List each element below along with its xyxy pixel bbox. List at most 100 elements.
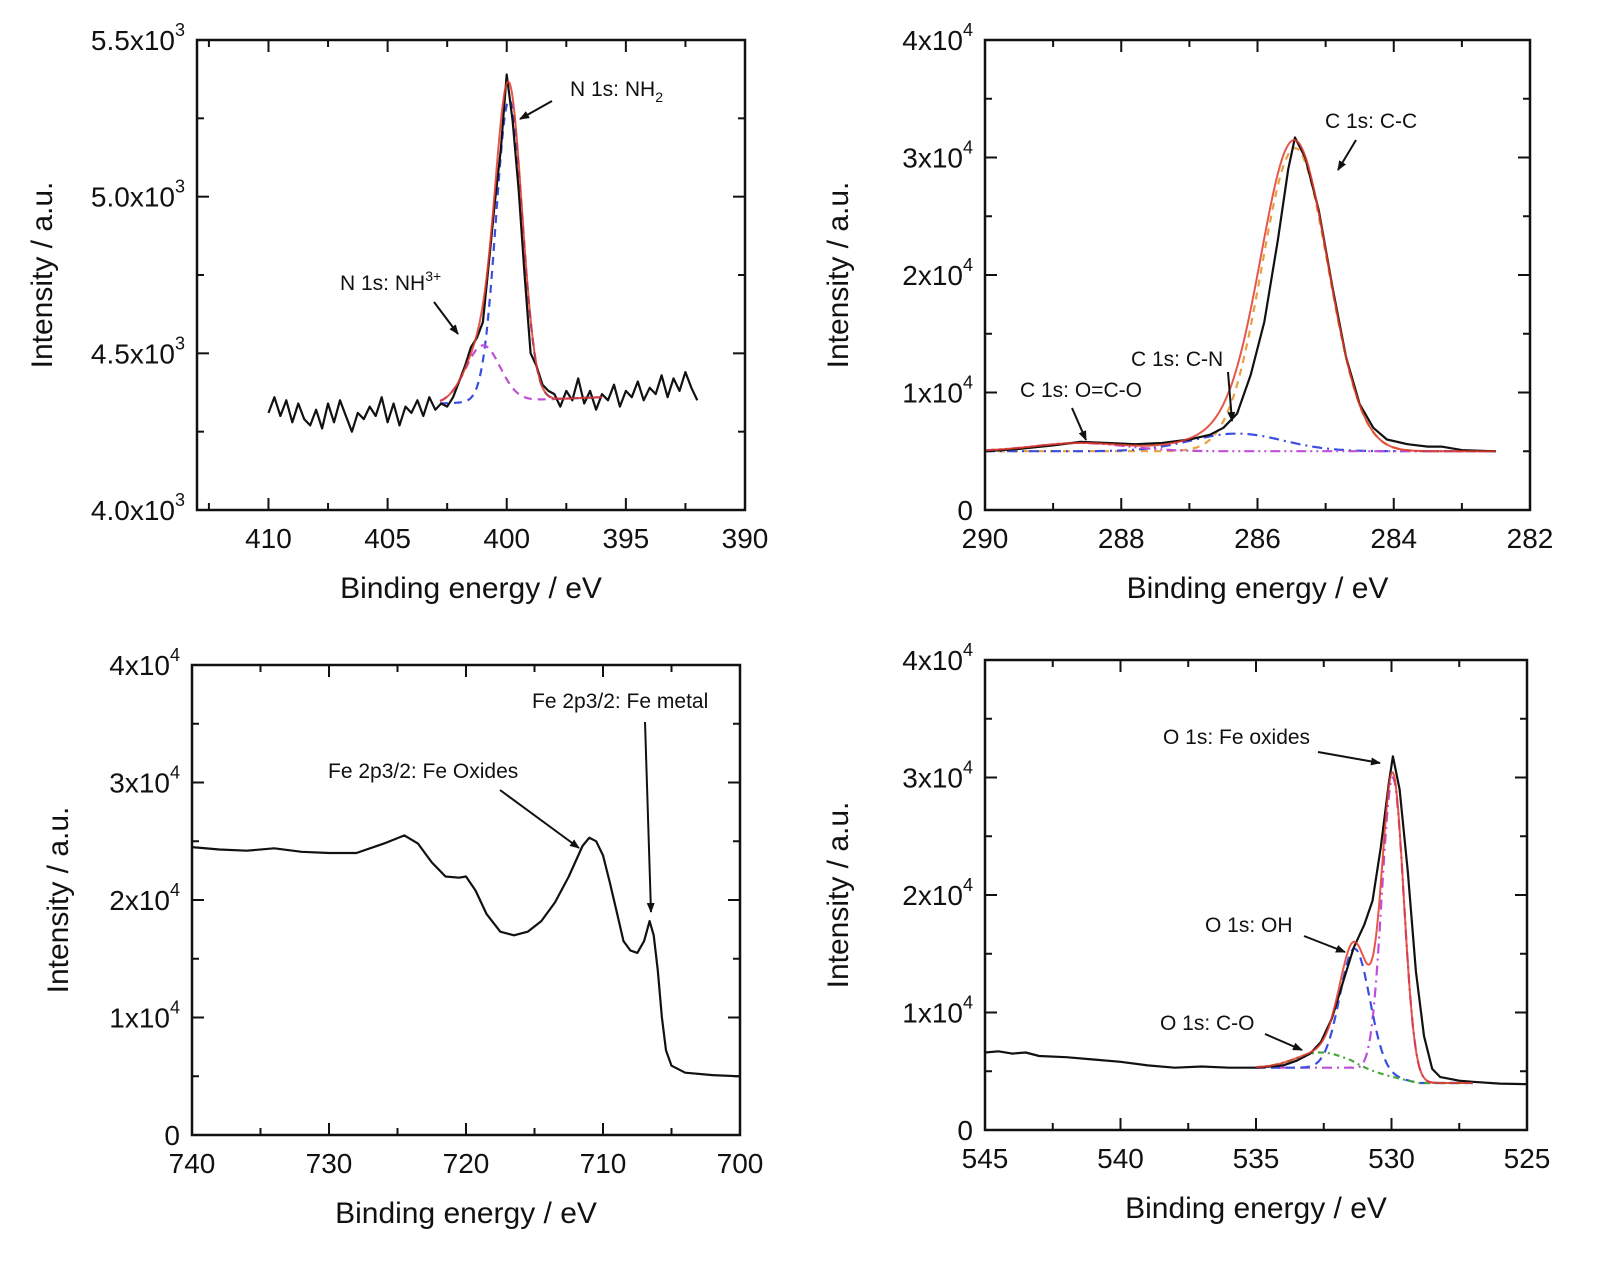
fit-component-c-n xyxy=(985,432,1496,453)
y-tick-mantissa: 5.0x10 xyxy=(91,182,175,213)
y-tick-exponent: 4 xyxy=(963,640,973,660)
y-tick-exponent: 3 xyxy=(175,333,185,353)
x-tick-label: 535 xyxy=(1233,1143,1280,1174)
annotation-text: C 1s: O=C-O xyxy=(1020,379,1142,402)
y-tick-label: 4.0x103 xyxy=(91,490,185,526)
y-tick-mantissa: 1x10 xyxy=(902,998,963,1029)
x-tick-label: 525 xyxy=(1504,1143,1551,1174)
y-tick-exponent: 3 xyxy=(175,490,185,510)
plot-area xyxy=(985,136,1496,453)
annotation-label: O 1s: Fe oxides xyxy=(1163,726,1310,749)
annotation-label: C 1s: C-C xyxy=(1325,110,1417,133)
experimental-spectrum xyxy=(192,834,740,1078)
x-tick-label: 545 xyxy=(962,1143,1009,1174)
y-tick-mantissa: 4x10 xyxy=(902,25,963,56)
y-tick-label: 2x104 xyxy=(902,875,973,911)
annotation-arrow xyxy=(499,789,580,849)
y-axis-title: Intensity / a.u. xyxy=(42,807,75,994)
x-axis-title: Binding energy / eV xyxy=(1125,1192,1387,1225)
annotation-label: Fe 2p3/2: Fe metal xyxy=(532,690,708,713)
y-tick-label: 4.5x103 xyxy=(91,333,185,369)
y-tick-mantissa: 0 xyxy=(164,1120,180,1151)
x-tick-label: 720 xyxy=(443,1148,490,1179)
y-axis-title: Intensity / a.u. xyxy=(822,182,855,369)
y-tick-label: 0 xyxy=(164,1120,180,1151)
annotation-label: N 1s: NH3+ xyxy=(340,268,441,295)
chart-panel-3: 740 730 720 710 70001x1042x1043x1044x104Bind… xyxy=(42,645,763,1230)
fit-component-nh3- xyxy=(439,344,602,402)
x-tick-label: 740 xyxy=(169,1148,216,1179)
annotation-text: N 1s: NH xyxy=(340,272,425,295)
y-axis-title: Intensity / a.u. xyxy=(26,182,59,369)
annotation-text: O 1s: OH xyxy=(1205,914,1293,937)
x-tick-label: 540 xyxy=(1097,1143,1144,1174)
x-tick-label: 400 xyxy=(483,523,530,554)
y-tick-label: 2x104 xyxy=(902,255,973,291)
y-tick-label: 3x104 xyxy=(902,758,973,794)
x-axis-title: Binding energy / eV xyxy=(340,572,602,605)
y-tick-mantissa: 0 xyxy=(957,1115,973,1146)
annotation-text: C 1s: C-N xyxy=(1131,348,1223,371)
y-tick-mantissa: 5.5x10 xyxy=(91,25,175,56)
y-tick-label: 0 xyxy=(957,1115,973,1146)
plot-frame xyxy=(190,663,742,1137)
chart-panel-2: 290 288 286 284 28201x1042x1043x1044x104Bind… xyxy=(822,20,1553,605)
annotation-text: C 1s: C-C xyxy=(1325,110,1417,133)
y-tick-exponent: 4 xyxy=(963,993,973,1013)
y-tick-mantissa: 1x10 xyxy=(109,1003,170,1034)
annotation-label: C 1s: O=C-O xyxy=(1020,379,1142,402)
annotation-text: N 1s: NH xyxy=(570,78,655,101)
y-tick-label: 0 xyxy=(957,495,973,526)
plot-frame xyxy=(983,38,1532,512)
x-tick-label: 410 xyxy=(245,523,292,554)
y-tick-mantissa: 2x10 xyxy=(109,885,170,916)
y-tick-label: 1x104 xyxy=(109,998,180,1034)
fit-envelope xyxy=(985,138,1496,453)
annotation-subscript: 2 xyxy=(655,89,663,105)
y-tick-exponent: 4 xyxy=(170,763,180,783)
chart-panel-4: 545 540 535 530 52501x1042x1043x1044x104Bind… xyxy=(822,640,1550,1225)
chart-panel-1: 410 405 400 395 3904.0x1034.5x1035.0x1035.5x… xyxy=(26,20,768,605)
y-tick-label: 5.0x103 xyxy=(91,177,185,213)
x-tick-label: 405 xyxy=(364,523,411,554)
annotation-arrow xyxy=(1317,751,1381,766)
x-tick-label: 390 xyxy=(722,523,769,554)
annotation-arrow xyxy=(1303,935,1346,953)
annotation-text: O 1s: C-O xyxy=(1160,1012,1255,1035)
y-tick-label: 3x104 xyxy=(902,138,973,174)
annotation-label: Fe 2p3/2: Fe Oxides xyxy=(328,760,518,783)
y-tick-label: 2x104 xyxy=(109,880,180,916)
x-tick-label: 710 xyxy=(580,1148,627,1179)
y-tick-mantissa: 4.0x10 xyxy=(91,495,175,526)
annotation-arrow xyxy=(519,100,553,120)
plot-frame xyxy=(983,658,1529,1132)
y-tick-mantissa: 4x10 xyxy=(109,650,170,681)
annotation-arrow xyxy=(1227,371,1236,422)
plot-frame xyxy=(195,38,747,512)
y-tick-label: 4x104 xyxy=(109,645,180,681)
x-tick-label: 530 xyxy=(1368,1143,1415,1174)
annotation-text: O 1s: Fe oxides xyxy=(1163,726,1310,749)
x-tick-label: 730 xyxy=(306,1148,353,1179)
y-axis-title: Intensity / a.u. xyxy=(822,802,855,989)
y-tick-mantissa: 2x10 xyxy=(902,880,963,911)
annotation-label: O 1s: OH xyxy=(1205,914,1293,937)
annotation-superscript: 3+ xyxy=(425,268,441,284)
y-tick-exponent: 4 xyxy=(963,373,973,393)
x-axis-title: Binding energy / eV xyxy=(335,1197,597,1230)
annotation-label: N 1s: NH2 xyxy=(570,78,663,105)
annotation-arrow xyxy=(1337,139,1357,171)
y-tick-exponent: 4 xyxy=(170,998,180,1018)
fit-component-fe-oxides xyxy=(1256,776,1473,1085)
y-tick-exponent: 4 xyxy=(963,758,973,778)
y-tick-label: 4x104 xyxy=(902,20,973,56)
x-tick-label: 395 xyxy=(603,523,650,554)
annotation-arrow xyxy=(1071,407,1087,441)
y-tick-mantissa: 4.5x10 xyxy=(91,338,175,369)
y-tick-mantissa: 3x10 xyxy=(902,143,963,174)
x-tick-label: 286 xyxy=(1234,523,1281,554)
x-tick-label: 700 xyxy=(717,1148,764,1179)
annotation-text: Fe 2p3/2: Fe Oxides xyxy=(328,760,518,783)
annotation-arrow xyxy=(644,721,655,913)
